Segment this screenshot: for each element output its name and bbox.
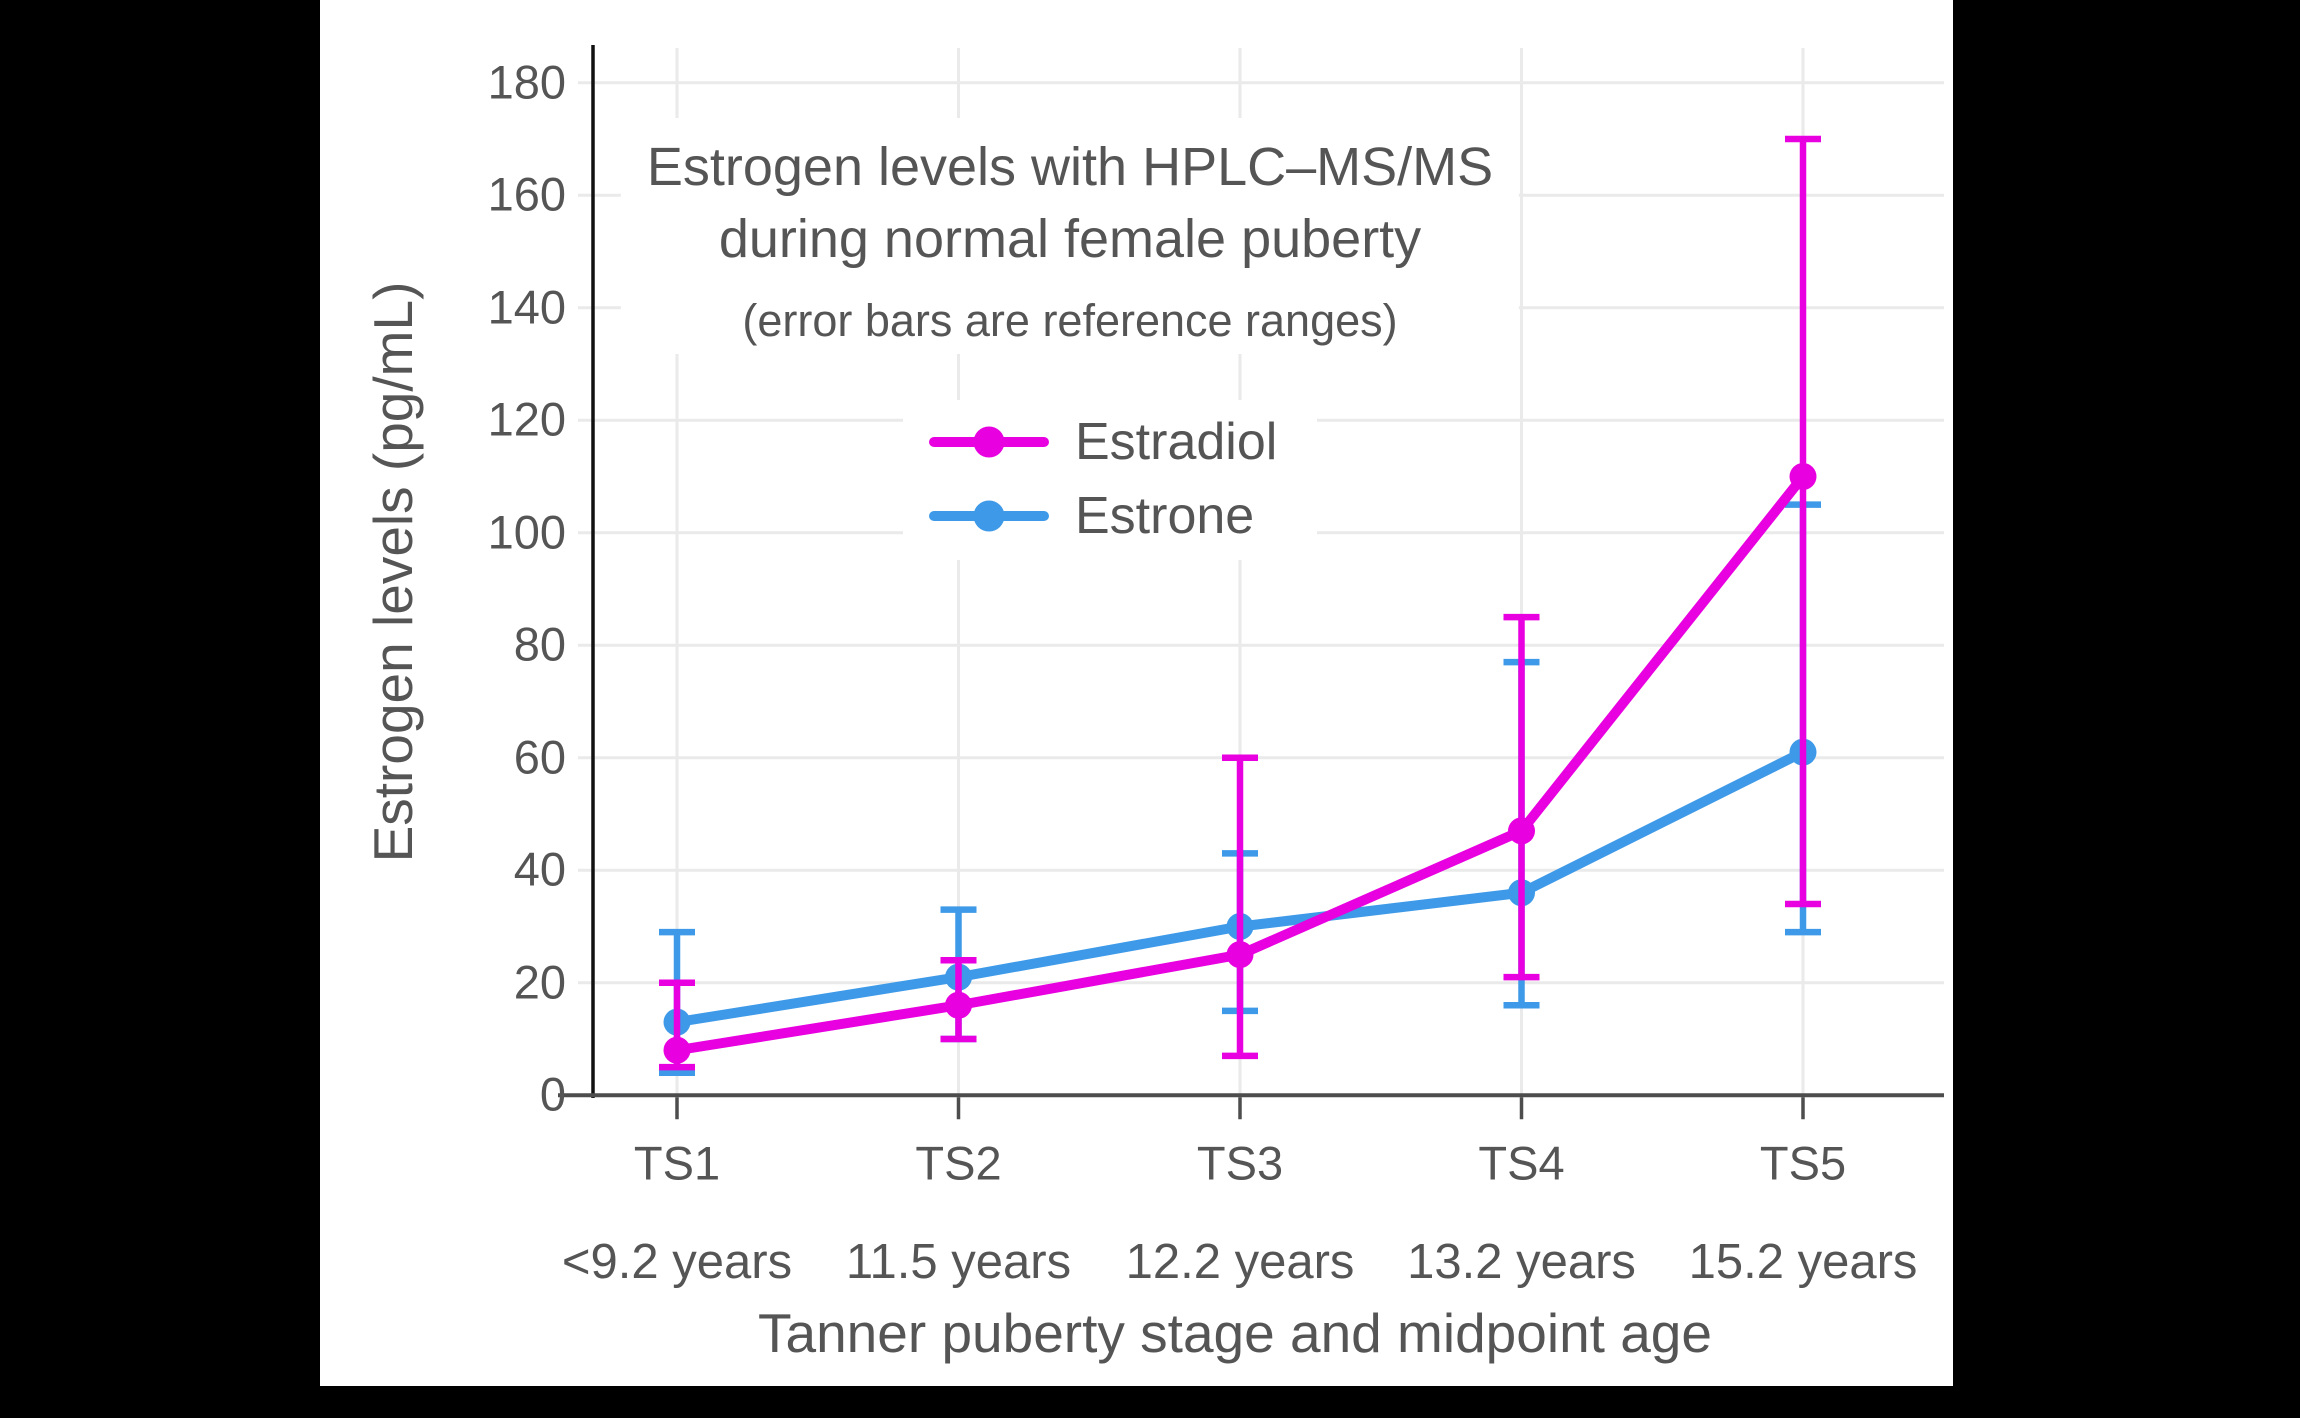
x-tick-label-TS4: TS4 [1478,1136,1565,1190]
y-axis-title: Estrogen levels (pg/mL) [362,281,424,863]
x-age-label-TS3: 12.2 years [1125,1235,1355,1289]
x-tick-label-TS1: TS1 [633,1136,721,1190]
x-age-label-TS4: 13.2 years [1407,1235,1636,1289]
x-age-label-TS5: 15.2 years [1688,1235,1918,1289]
x-tick-label-TS3: TS3 [1196,1136,1284,1190]
y-tick-label-120: 120 [487,392,566,446]
y-tick-label-60: 60 [513,730,566,784]
x-tick-label-TS5: TS5 [1759,1136,1847,1190]
data-point-estradiol-TS1 [663,1036,691,1064]
legend-label-estrone: Estrone [1075,487,1255,545]
y-tick-label-20: 20 [513,955,566,1009]
legend-label-estradiol: Estradiol [1075,413,1278,471]
estradiol-swatch-dot [973,426,1005,458]
y-tick-label-140: 140 [487,280,566,334]
y-tick-label-80: 80 [513,617,566,671]
y-tick-label-180: 180 [487,55,566,109]
estrone-swatch-line [929,500,1049,532]
chart-subtitle: (error bars are reference ranges) [742,294,1398,346]
estrone-swatch-dot [973,500,1005,532]
y-tick-label-100: 100 [487,505,566,559]
legend-item-estradiol: Estradiol [929,412,1277,472]
y-tick-label-0: 0 [539,1067,566,1121]
chart-title-line1: Estrogen levels with HPLC–MS/MS [646,137,1494,197]
data-point-estradiol-TS2 [945,991,972,1019]
data-point-estradiol-TS3 [1226,941,1254,969]
x-tick-label-TS2: TS2 [915,1136,1002,1190]
x-axis-title: Tanner puberty stage and midpoint age [758,1302,1712,1364]
y-tick-label-160: 160 [487,167,566,221]
data-point-estradiol-TS5 [1789,463,1817,490]
chart-title-block: Estrogen levels with HPLC–MS/MS during n… [620,118,1520,354]
x-age-label-TS1: <9.2 years [561,1235,793,1289]
data-point-estradiol-TS4 [1508,817,1535,845]
legend-item-estrone: Estrone [929,486,1277,546]
x-age-label-TS2: 11.5 years [845,1235,1072,1289]
chart-title-line2: during normal female puberty [718,208,1422,269]
estradiol-swatch-line [929,426,1049,458]
y-tick-label-40: 40 [513,842,566,896]
legend: Estradiol Estrone [903,400,1318,560]
